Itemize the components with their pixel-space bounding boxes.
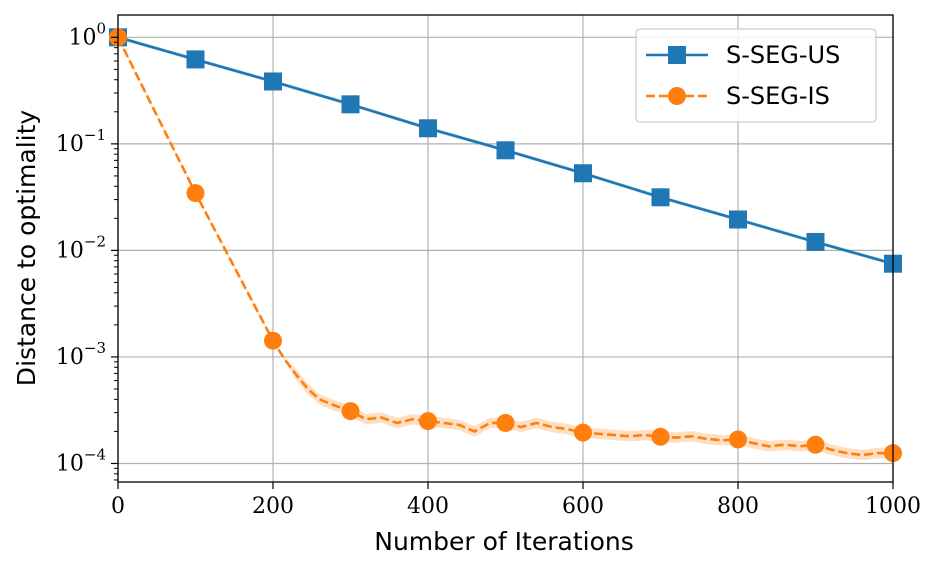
data-point-s-seg-us <box>496 141 515 160</box>
legend: S-SEG-US S-SEG-IS <box>635 28 877 123</box>
axes-layer: 0 200 400 600 800 1000 100 10−1 10−2 10−3 10−4 <box>56 14 921 519</box>
series-layer <box>109 28 902 463</box>
data-point-s-seg-us <box>574 164 592 183</box>
plot-frame <box>117 14 894 483</box>
x-tick-label: 600 <box>562 494 604 519</box>
legend-label-s-seg-us: S-SEG-US <box>726 41 840 69</box>
data-point-s-seg-is <box>574 423 592 442</box>
y-tick-label: 10−4 <box>56 445 106 476</box>
data-point-s-seg-is <box>806 435 825 454</box>
y-axis-label: Distance to optimality <box>12 110 41 387</box>
data-point-s-seg-is <box>496 413 515 432</box>
data-point-s-seg-us <box>806 232 825 251</box>
data-point-s-seg-is <box>186 184 205 203</box>
x-tick-label: 400 <box>407 494 449 519</box>
legend-marker-s-seg-is <box>668 87 686 105</box>
data-point-s-seg-us <box>341 95 360 114</box>
x-tick-label: 200 <box>252 494 294 519</box>
data-point-s-seg-us <box>651 188 670 207</box>
legend-label-s-seg-is: S-SEG-IS <box>726 82 830 110</box>
legend-box <box>635 28 877 123</box>
y-tick-label: 10−1 <box>56 126 106 157</box>
legend-marker-s-seg-us <box>668 46 686 64</box>
data-point-s-seg-is <box>264 331 282 350</box>
x-tick-label: 0 <box>111 494 125 519</box>
data-point-s-seg-us <box>186 50 205 69</box>
data-point-s-seg-is <box>419 412 437 431</box>
x-tick-label: 800 <box>717 494 759 519</box>
data-point-s-seg-us <box>729 210 747 229</box>
data-point-s-seg-us <box>264 72 282 91</box>
y-tick-label: 100 <box>68 19 106 50</box>
x-axis-label: Number of Iterations <box>374 527 634 556</box>
data-point-s-seg-is <box>651 427 670 446</box>
data-point-s-seg-is <box>729 430 747 449</box>
data-point-s-seg-us <box>419 119 437 138</box>
y-tick-label: 10−3 <box>56 339 106 370</box>
y-tick-label: 10−2 <box>56 232 106 263</box>
x-tick-label: 1000 <box>865 494 921 519</box>
series-line-s-seg-is <box>118 36 893 457</box>
data-point-s-seg-is <box>341 402 360 421</box>
